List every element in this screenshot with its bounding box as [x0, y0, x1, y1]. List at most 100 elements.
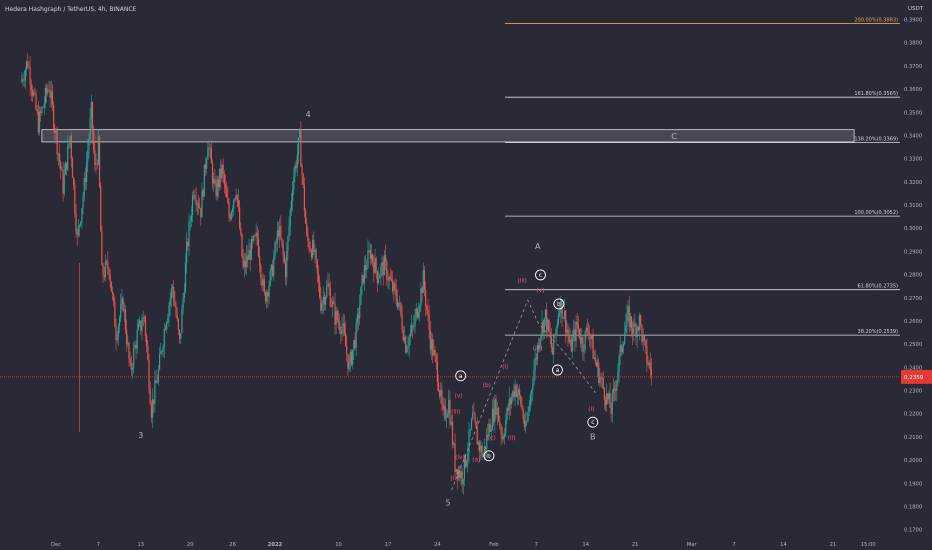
price-tick-label: 0.2200 [904, 412, 922, 418]
candle-body [450, 421, 452, 425]
price-tick-label: 0.2100 [904, 435, 922, 441]
candle-body [415, 308, 417, 316]
wave-label: 3 [138, 431, 143, 440]
wave-label: (i) [502, 365, 508, 371]
time-axis[interactable]: Dec 7 13 20 26 2022 10 17 24 Feb 7 14 21 Mar 7 14 21 15:0… [51, 542, 876, 548]
candle-body [507, 408, 509, 411]
fib-level-label: 161.80%(0.3565) [854, 91, 898, 97]
candle-body [247, 255, 249, 260]
candle-body [399, 302, 401, 304]
candle-body [253, 235, 255, 241]
candle-body [596, 362, 599, 367]
candle-body [215, 183, 217, 197]
candle-body [283, 254, 285, 262]
candle-body [610, 407, 612, 414]
candle-body [286, 250, 288, 278]
candle-body [433, 349, 435, 356]
candle-body [535, 357, 537, 360]
wave-label: (ii) [508, 435, 516, 441]
candle-body [454, 443, 456, 473]
wave-label: (i) [588, 406, 594, 412]
candle-body [625, 324, 627, 333]
candle-body [270, 264, 273, 271]
candle-body [571, 336, 574, 352]
wave-label: (iv) [533, 346, 543, 352]
candle-body [43, 103, 45, 108]
candle-body [173, 286, 175, 301]
candle-body [373, 261, 375, 274]
candle-body [233, 199, 235, 209]
wave-label: 4 [306, 110, 311, 119]
candle-body [548, 319, 550, 332]
candle-body [294, 165, 296, 177]
candle-body [317, 273, 320, 282]
candle-body [604, 400, 607, 406]
candle-body [34, 92, 36, 94]
candle-body [140, 320, 142, 331]
time-tick-label: 20 [187, 542, 194, 548]
candle-body [117, 325, 119, 338]
candle-body [111, 291, 114, 294]
time-tick-label: 26 [229, 542, 236, 548]
candle-body [375, 258, 377, 272]
candle-body [482, 455, 484, 457]
time-tick-label: 14 [780, 542, 787, 548]
candle-body [110, 281, 112, 292]
candle-body [406, 348, 408, 353]
candle-body [75, 213, 77, 233]
candle-body [135, 344, 137, 349]
candle-body [522, 409, 524, 420]
candle-body [239, 207, 241, 229]
candle-body [267, 292, 269, 297]
candle-body [263, 279, 265, 293]
candle-body [148, 359, 150, 389]
candle-body [618, 355, 620, 372]
candle-body [422, 270, 424, 294]
wave-label: a [556, 368, 560, 374]
candle-body [376, 271, 378, 283]
candle-body [199, 207, 201, 208]
candle-body [91, 102, 94, 133]
price-tick-label: 0.2700 [904, 296, 922, 302]
candle-body [77, 226, 79, 235]
candle-body [203, 164, 205, 197]
candle-body [223, 173, 225, 185]
candle-body [114, 301, 116, 328]
candle-body [356, 314, 358, 323]
candle-body [369, 250, 371, 259]
time-tick-label: 13 [137, 542, 144, 548]
candle-body [570, 339, 572, 352]
candle-body [41, 107, 43, 113]
candle-body [468, 430, 470, 454]
chart-title: Hedera Hashgraph / TetherUS, 4h, BINANCE [5, 6, 137, 13]
candle-body [342, 323, 344, 327]
candle-body [326, 285, 328, 297]
candle-body [586, 327, 589, 332]
candle-body [93, 132, 95, 150]
candle-body [464, 455, 467, 467]
price-axis[interactable]: 0.1700 0.1800 0.1900 0.2000 0.2100 0.2200 0.23… [904, 18, 922, 534]
candle-body [374, 258, 376, 274]
candle-body [539, 339, 541, 349]
candle-body [344, 333, 347, 347]
candle-body [619, 345, 621, 356]
candle-body [530, 390, 533, 395]
wave-labels: 345ABCabcbac(v)(iii)(iv)(ii)(a)(b)(c)(i)… [138, 110, 677, 507]
candle-body [38, 111, 41, 133]
candle-body [227, 197, 229, 203]
candle-body [22, 78, 24, 81]
fib-level-label: 38.20%(0.2539) [858, 329, 899, 335]
candle-body [515, 385, 517, 397]
wave-label: A [535, 242, 541, 251]
candle-body [647, 363, 649, 365]
candle-body [540, 335, 542, 340]
candle-body [587, 331, 590, 334]
candle-body [409, 333, 411, 337]
candle-body [561, 299, 563, 319]
candle-body [383, 255, 386, 276]
candle-body [197, 203, 200, 208]
candle-body [170, 288, 172, 299]
price-tick-label: 0.3000 [904, 226, 922, 232]
candle-body [240, 228, 242, 234]
